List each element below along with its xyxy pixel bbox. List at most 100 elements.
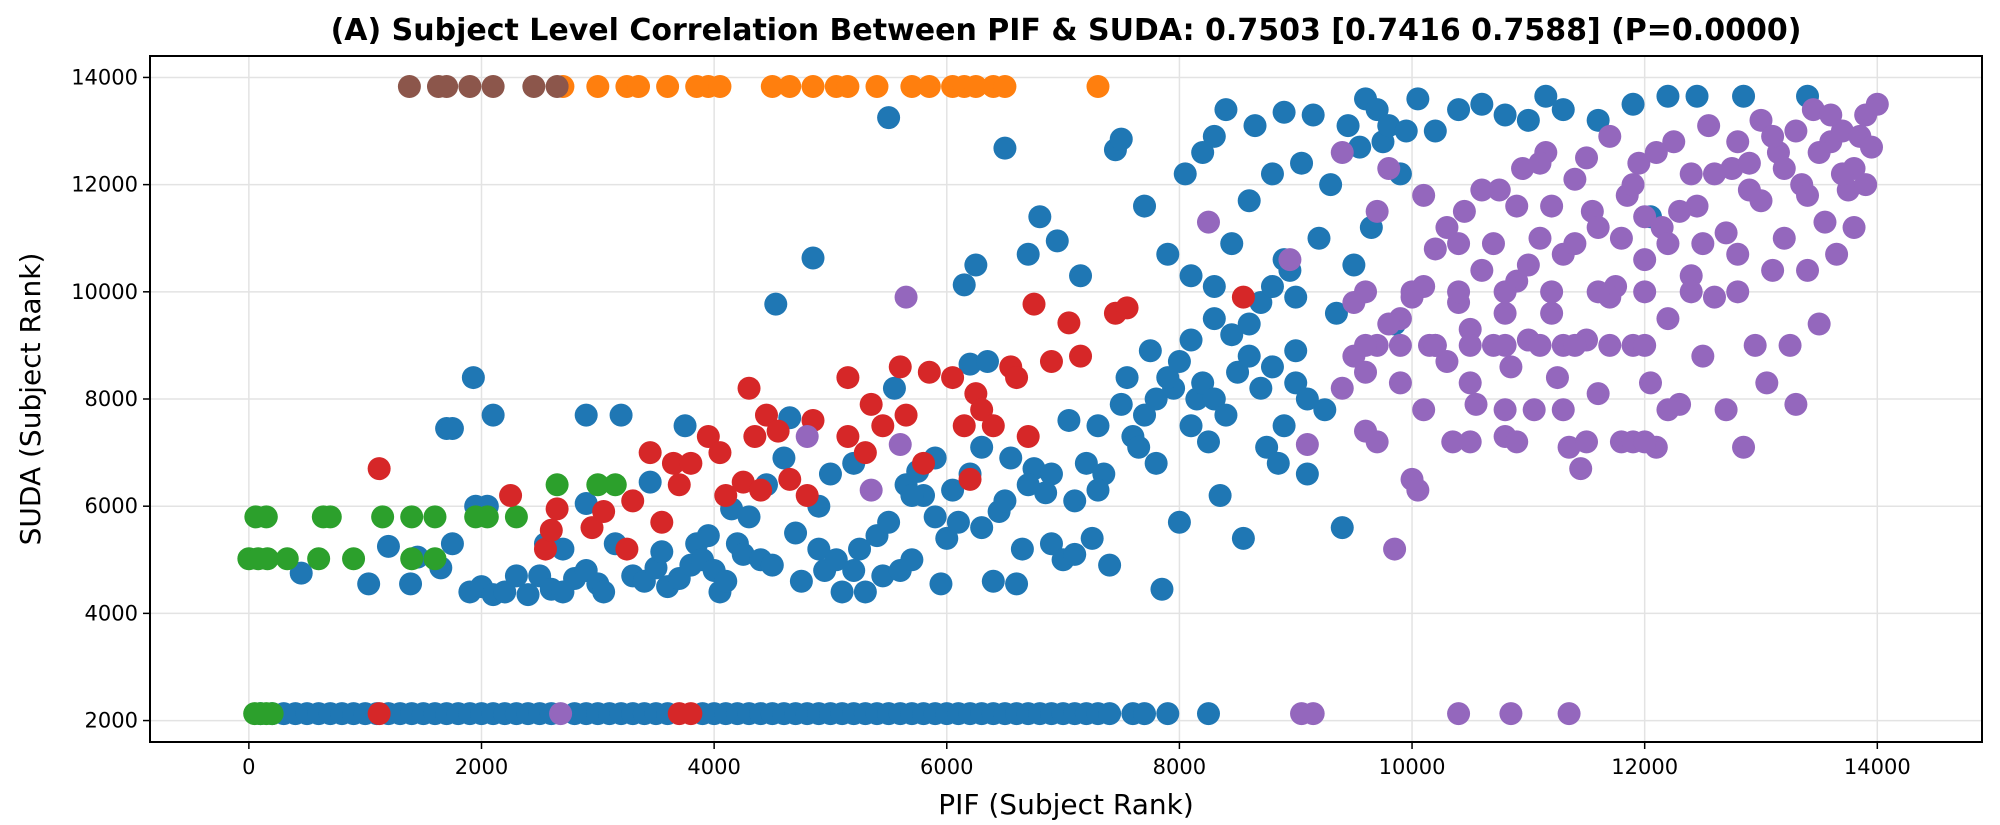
point-blue: [1109, 127, 1133, 151]
point-purple: [1726, 130, 1750, 154]
point-brown: [481, 75, 505, 99]
point-purple: [1575, 430, 1599, 454]
y-axis-label: SUDA (Subject Rank): [14, 253, 47, 546]
point-red: [778, 467, 802, 491]
point-blue: [1039, 532, 1063, 556]
point-purple: [1807, 312, 1831, 336]
point-red: [1115, 296, 1139, 320]
point-blue: [1016, 242, 1040, 266]
point-purple: [1412, 398, 1436, 422]
grid: [150, 56, 1982, 742]
point-purple: [1697, 114, 1721, 138]
point-purple: [1598, 124, 1622, 148]
point-purple: [1383, 537, 1407, 561]
point-red: [749, 478, 773, 502]
point-blue: [1202, 274, 1226, 298]
point-purple: [1679, 264, 1703, 288]
point-blue: [1284, 371, 1308, 395]
point-purple: [1865, 92, 1889, 116]
point-red: [941, 366, 965, 390]
point-blue: [1191, 140, 1215, 164]
point-blue: [1260, 162, 1284, 186]
point-green: [254, 505, 278, 529]
point-purple: [1400, 280, 1424, 304]
series-orange: [551, 75, 1110, 99]
point-red: [1057, 311, 1081, 335]
point-red: [888, 355, 912, 379]
point-purple: [1702, 285, 1726, 309]
point-orange: [900, 75, 924, 99]
point-green: [423, 547, 447, 571]
point-blue: [1319, 173, 1343, 197]
point-blue: [853, 580, 877, 604]
point-blue: [638, 470, 662, 494]
point-blue: [1144, 451, 1168, 475]
point-red: [367, 457, 391, 481]
point-blue: [1534, 84, 1558, 108]
y-tick-label: 8000: [85, 387, 138, 411]
point-purple: [1737, 151, 1761, 175]
point-red: [679, 451, 703, 475]
point-purple: [1732, 435, 1756, 459]
point-purple: [1435, 216, 1459, 239]
series-red: [367, 285, 1255, 726]
point-red: [871, 414, 895, 438]
point-red: [952, 414, 976, 438]
point-purple: [1354, 280, 1378, 304]
y-tick-label: 12000: [71, 173, 138, 197]
point-blue: [1237, 312, 1261, 336]
point-orange: [778, 75, 802, 99]
point-blue: [516, 583, 540, 607]
point-blue: [935, 526, 959, 550]
point-blue: [1202, 307, 1226, 331]
point-blue: [1301, 103, 1325, 127]
x-tick-label: 8000: [1153, 755, 1206, 779]
point-blue: [504, 564, 528, 588]
point-red: [696, 425, 720, 449]
point-brown: [522, 75, 546, 99]
point-blue: [461, 366, 485, 390]
point-purple: [1481, 232, 1505, 256]
point-purple: [1627, 151, 1651, 175]
point-purple: [1365, 430, 1389, 454]
point-purple: [1638, 371, 1662, 395]
point-purple: [1726, 280, 1750, 304]
y-tick-label: 10000: [71, 280, 138, 304]
point-purple: [1807, 140, 1831, 164]
point-blue: [1406, 87, 1430, 111]
point-blue: [1098, 702, 1122, 726]
point-purple: [1569, 457, 1593, 481]
point-purple: [1551, 398, 1575, 422]
point-red: [539, 518, 563, 542]
point-blue: [882, 376, 906, 400]
point-purple: [1540, 280, 1564, 304]
point-green: [318, 505, 342, 529]
point-orange: [865, 75, 889, 99]
point-purple: [1447, 702, 1471, 726]
point-blue: [1685, 84, 1709, 108]
point-red: [737, 376, 761, 400]
point-blue: [1313, 398, 1337, 422]
point-purple: [1365, 199, 1389, 223]
point-blue: [440, 416, 464, 440]
point-purple: [1854, 173, 1878, 197]
point-purple: [1633, 280, 1657, 304]
point-orange: [760, 75, 784, 99]
y-tick-label: 4000: [85, 601, 138, 625]
point-purple: [1528, 226, 1552, 250]
point-orange: [801, 75, 825, 99]
point-red: [970, 398, 994, 422]
point-purple: [1295, 433, 1319, 457]
point-blue: [1167, 510, 1191, 534]
point-purple: [1772, 226, 1796, 250]
x-tick-label: 12000: [1611, 755, 1678, 779]
point-blue: [1063, 542, 1087, 566]
point-blue: [1045, 229, 1069, 253]
point-purple: [1330, 140, 1354, 164]
point-purple: [1470, 178, 1494, 202]
point-blue: [1226, 360, 1250, 384]
point-red: [533, 537, 557, 561]
x-tick-label: 14000: [1844, 755, 1911, 779]
point-blue: [1016, 473, 1040, 497]
point-purple: [1493, 398, 1517, 422]
